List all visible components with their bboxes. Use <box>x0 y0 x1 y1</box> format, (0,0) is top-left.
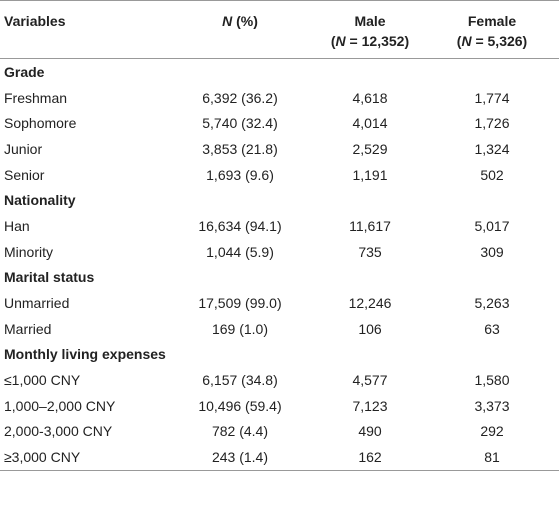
section-title: Grade <box>4 63 45 80</box>
value-cell: 7,123 <box>352 397 388 414</box>
label-cell: Unmarried <box>4 295 70 312</box>
value-cell: 1,726 <box>474 115 510 132</box>
section-row: Grade <box>0 59 559 85</box>
data-row: Unmarried 17,509 (99.0) 12,246 5,263 <box>0 290 559 316</box>
label-cell: Junior <box>4 140 43 157</box>
value-cell: 81 <box>484 449 500 466</box>
value-cell: 502 <box>480 166 504 183</box>
value-cell: 1,693 (9.6) <box>206 166 274 183</box>
header-text: (%) <box>232 13 258 29</box>
data-row: Sophomore 5,740 (32.4) 4,014 1,726 <box>0 110 559 136</box>
header-text: ( <box>330 33 336 49</box>
value-cell: 5,017 <box>474 217 510 234</box>
label-cell: Senior <box>4 166 45 183</box>
value-cell: 106 <box>358 320 382 337</box>
label-cell: 2,000-3,000 CNY <box>4 423 113 440</box>
header-line: (N = 5,326) <box>425 31 559 51</box>
header-text: Variables <box>4 13 66 29</box>
value-cell: 11,617 <box>349 217 391 234</box>
section-row: Marital status <box>0 265 559 291</box>
value-cell: 1,324 <box>474 140 510 157</box>
value-cell: 169 (1.0) <box>211 320 269 337</box>
value-cell: 1,191 <box>352 166 388 183</box>
header-row: Variables N (%) Male (N = 12,352) Female (N =… <box>0 0 559 59</box>
value-cell: 490 <box>358 423 382 440</box>
value-cell: 243 (1.4) <box>211 449 269 466</box>
data-table: Variables N (%) Male (N = 12,352) Female (N =… <box>0 0 559 471</box>
section-title: Marital status <box>4 269 95 286</box>
value-cell: 1,580 <box>474 372 510 389</box>
label-cell: 1,000–2,000 CNY <box>4 397 116 414</box>
value-cell: 4,618 <box>352 89 388 106</box>
header-line: (N = 12,352) <box>315 31 425 51</box>
data-row: Senior 1,693 (9.6) 1,191 502 <box>0 162 559 188</box>
header-line: Female <box>425 11 559 31</box>
data-row: Han 16,634 (94.1) 11,617 5,017 <box>0 213 559 239</box>
header-line: Variables <box>4 11 165 31</box>
header-cell: Male (N = 12,352) <box>315 0 425 59</box>
value-cell: 16,634 (94.1) <box>198 217 282 234</box>
header-text: Female <box>467 13 517 29</box>
label-cell: Minority <box>4 243 54 260</box>
value-cell: 1,774 <box>474 89 510 106</box>
value-cell: 735 <box>358 243 382 260</box>
label-cell: ≤1,000 CNY <box>4 372 81 389</box>
value-cell: 6,157 (34.8) <box>202 372 278 389</box>
section-title: Monthly living expenses <box>4 346 166 363</box>
label-cell: Married <box>4 320 52 337</box>
label-cell: Freshman <box>4 89 68 106</box>
header-text: = 12,352) <box>345 33 410 49</box>
header-text: N <box>461 33 472 49</box>
data-row: 1,000–2,000 CNY 10,496 (59.4) 7,123 3,373 <box>0 393 559 419</box>
data-row: Married 169 (1.0) 106 63 <box>0 316 559 342</box>
header-line: Male <box>315 11 425 31</box>
section-row: Monthly living expenses <box>0 342 559 368</box>
value-cell: 63 <box>484 320 500 337</box>
value-cell: 12,246 <box>348 295 392 312</box>
value-cell: 4,014 <box>352 115 388 132</box>
value-cell: 17,509 (99.0) <box>198 295 282 312</box>
value-cell: 309 <box>480 243 504 260</box>
value-cell: 5,263 <box>474 295 510 312</box>
table-header: Variables N (%) Male (N = 12,352) Female (N =… <box>0 0 559 59</box>
header-text: N <box>335 33 346 49</box>
value-cell: 10,496 (59.4) <box>198 397 282 414</box>
value-cell: 4,577 <box>352 372 388 389</box>
section-row: Nationality <box>0 187 559 213</box>
header-text: N <box>222 13 233 29</box>
header-cell: Female (N = 5,326) <box>425 0 559 59</box>
header-cell: Variables <box>0 0 165 59</box>
label-cell: Han <box>4 217 30 234</box>
header-cell: N (%) <box>165 0 315 59</box>
value-cell: 292 <box>480 423 504 440</box>
value-cell: 3,373 <box>474 397 510 414</box>
data-row: 2,000-3,000 CNY 782 (4.4) 490 292 <box>0 419 559 445</box>
value-cell: 3,853 (21.8) <box>202 140 278 157</box>
data-row: ≥3,000 CNY 243 (1.4) 162 81 <box>0 444 559 470</box>
label-cell: Sophomore <box>4 115 77 132</box>
header-text: = 5,326) <box>471 33 528 49</box>
value-cell: 5,740 (32.4) <box>202 115 278 132</box>
header-text: ( <box>456 33 462 49</box>
label-cell: ≥3,000 CNY <box>4 449 81 466</box>
table-body: Grade Freshman 6,392 (36.2) 4,618 1,774 Sopho… <box>0 59 559 471</box>
value-cell: 162 <box>358 449 382 466</box>
header-text: Male <box>354 13 386 29</box>
header-line: N (%) <box>165 11 315 31</box>
value-cell: 782 (4.4) <box>211 423 269 440</box>
section-title: Nationality <box>4 192 76 209</box>
value-cell: 1,044 (5.9) <box>206 243 274 260</box>
data-row: ≤1,000 CNY 6,157 (34.8) 4,577 1,580 <box>0 367 559 393</box>
value-cell: 6,392 (36.2) <box>202 89 278 106</box>
value-cell: 2,529 <box>352 140 388 157</box>
data-row: Junior 3,853 (21.8) 2,529 1,324 <box>0 136 559 162</box>
data-row: Freshman 6,392 (36.2) 4,618 1,774 <box>0 85 559 111</box>
data-row: Minority 1,044 (5.9) 735 309 <box>0 239 559 265</box>
